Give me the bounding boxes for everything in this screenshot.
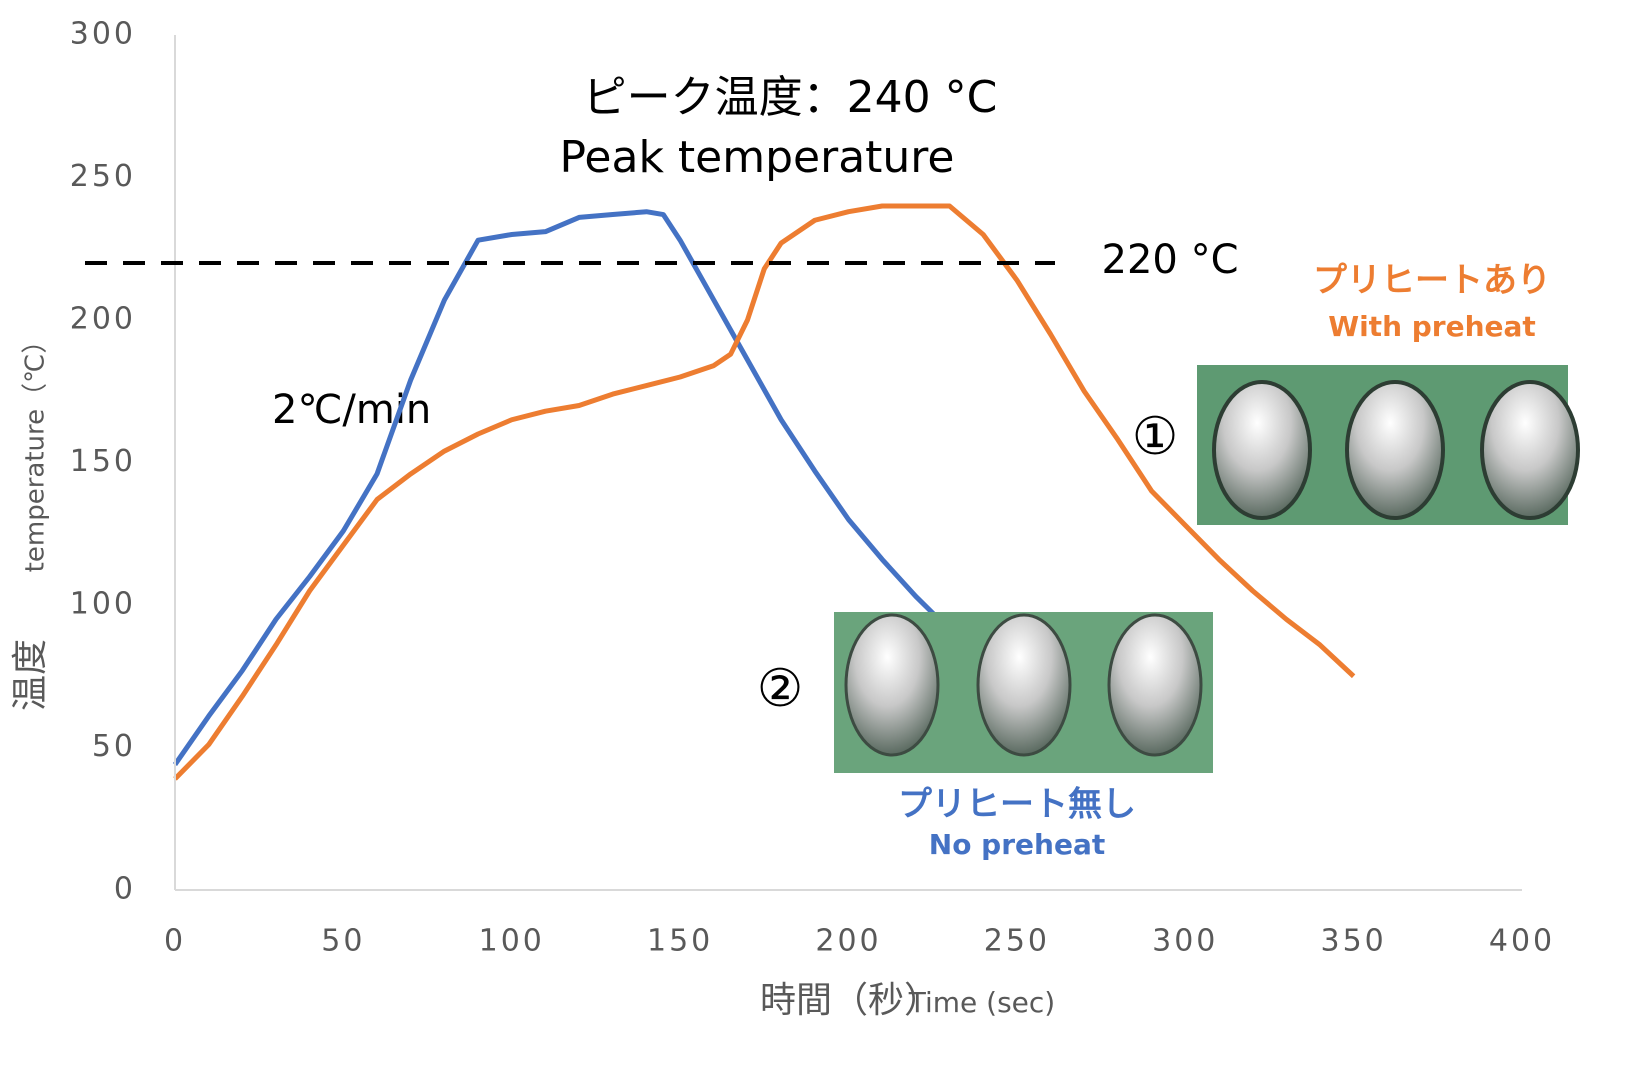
chart: ピーク温度：240 °C Peak temperature 2℃/min 220…	[0, 0, 1635, 1070]
x-tick-label: 350	[1320, 924, 1386, 959]
x-tick-label: 150	[647, 924, 713, 959]
photo-marker: ①	[1132, 407, 1179, 467]
y-tick-label: 300	[70, 17, 136, 52]
legend-label: プリヒートあり	[1313, 261, 1551, 301]
legend-label-en: With preheat	[1328, 310, 1536, 343]
photo-marker: ②	[757, 659, 804, 719]
photos	[834, 365, 1578, 773]
y-axis-label: 温度	[10, 639, 51, 711]
photo-no-preheat	[834, 612, 1213, 773]
y-tick-label: 200	[70, 302, 136, 337]
x-tick-label: 250	[984, 924, 1050, 959]
chart-title: ピーク温度：240 °C	[583, 72, 998, 123]
y-tick-label: 150	[70, 444, 136, 479]
legend-label-en: No preheat	[929, 828, 1105, 861]
x-tick-label: 50	[321, 924, 365, 959]
x-tick-label: 100	[479, 924, 545, 959]
data-line	[175, 212, 936, 765]
y-axis-label-en: temperature（℃）	[21, 328, 51, 573]
x-tick-label: 0	[164, 924, 186, 959]
x-tick-label: 400	[1489, 924, 1555, 959]
x-tick-label: 300	[1152, 924, 1218, 959]
photo-with-preheat	[1197, 365, 1578, 525]
legend-label: プリヒート無し	[898, 785, 1136, 825]
y-tick-label: 250	[70, 159, 136, 194]
chart-subtitle: Peak temperature	[559, 132, 954, 183]
x-axis-label-en: Time (sec)	[908, 986, 1055, 1019]
y-tick-label: 0	[114, 872, 136, 907]
threshold-label: 220 °C	[1102, 237, 1239, 283]
x-tick-label: 200	[815, 924, 881, 959]
y-tick-label: 50	[92, 729, 136, 764]
y-tick-label: 100	[70, 587, 136, 622]
